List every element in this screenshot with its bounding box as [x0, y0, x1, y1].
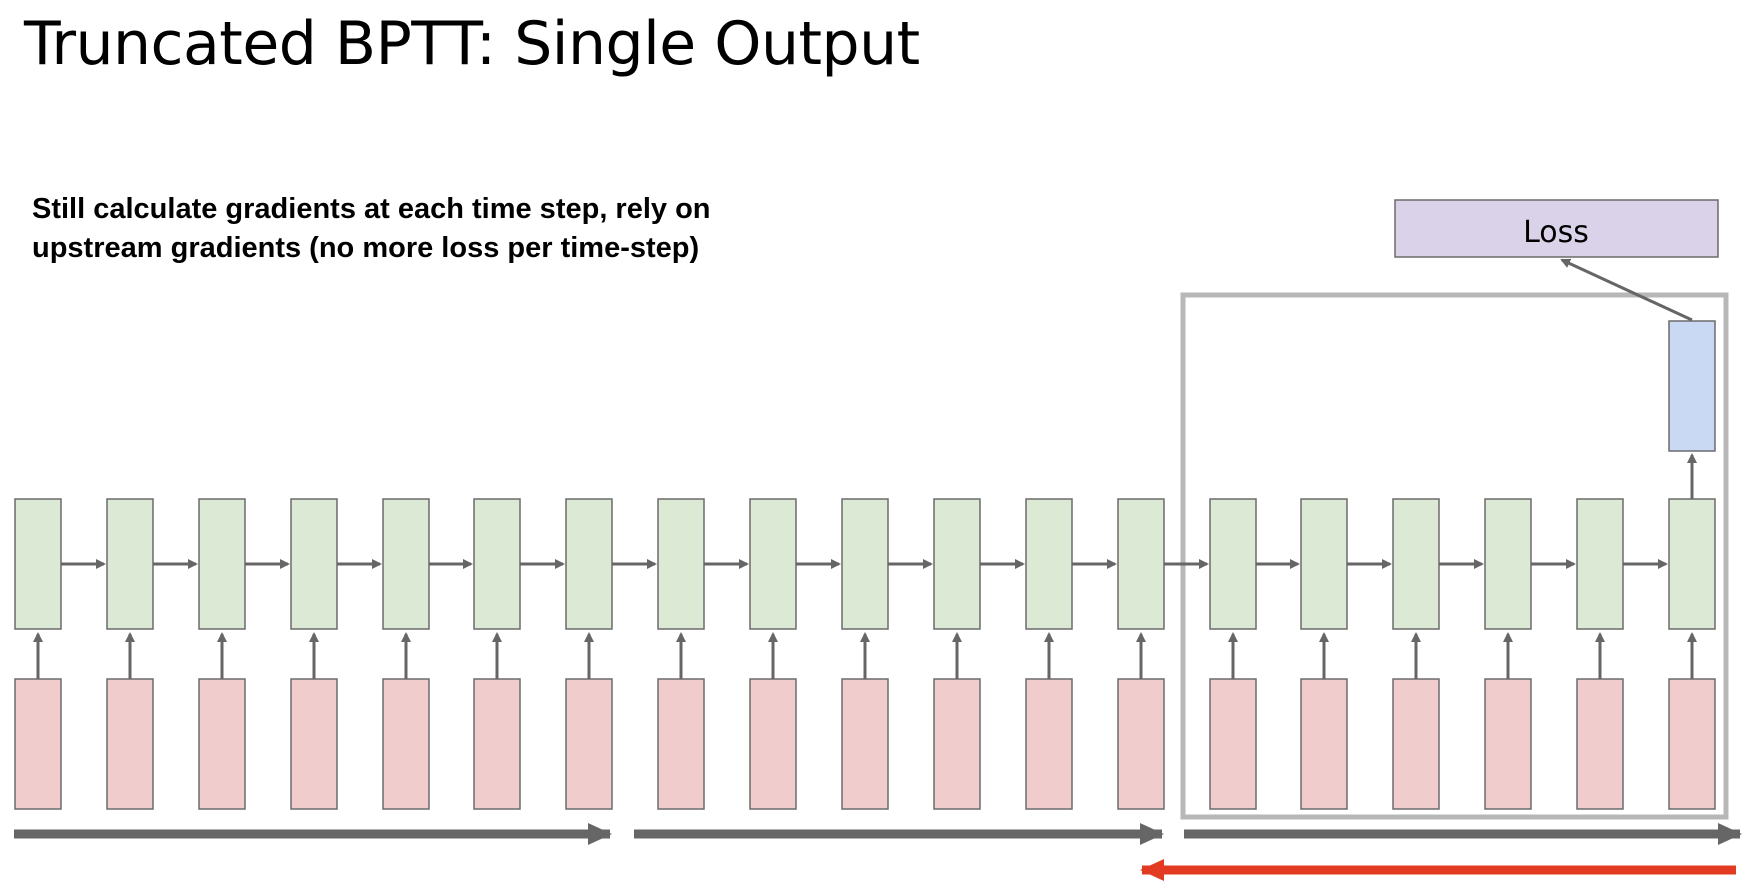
hidden-cell: [14, 498, 62, 630]
input-cell: [749, 678, 797, 810]
output-to-loss-arrow: [1560, 258, 1693, 322]
loss-box: [1394, 199, 1719, 258]
slide-subtitle: Still calculate gradients at each time s…: [32, 190, 932, 268]
truncation-window: [1180, 292, 1729, 820]
hidden-cell: [1209, 498, 1257, 630]
input-cell: [1025, 678, 1073, 810]
hidden-cell: [1117, 498, 1165, 630]
hidden-cell: [841, 498, 889, 630]
hidden-cell: [1300, 498, 1348, 630]
hidden-cell: [749, 498, 797, 630]
input-cell: [1392, 678, 1440, 810]
hidden-cell: [106, 498, 154, 630]
hidden-cell: [473, 498, 521, 630]
hidden-cell: [1576, 498, 1624, 630]
input-cell: [1209, 678, 1257, 810]
hidden-cell: [1025, 498, 1073, 630]
input-cell: [290, 678, 338, 810]
input-cell: [657, 678, 705, 810]
rnn-cells: [14, 498, 1716, 810]
input-cell: [933, 678, 981, 810]
hidden-cell: [382, 498, 430, 630]
hidden-cell: [1668, 498, 1716, 630]
hidden-cell: [565, 498, 613, 630]
input-cell: [565, 678, 613, 810]
input-cell: [1576, 678, 1624, 810]
slide-title: Truncated BPTT: Single Output: [24, 9, 920, 79]
hidden-cell: [198, 498, 246, 630]
hidden-cell: [1484, 498, 1532, 630]
input-cell: [106, 678, 154, 810]
input-cell: [382, 678, 430, 810]
input-cell: [473, 678, 521, 810]
input-cell: [1117, 678, 1165, 810]
input-arrows: [33, 632, 1697, 679]
subtitle-line-2: upstream gradients (no more loss per tim…: [32, 232, 700, 264]
hidden-cell: [657, 498, 705, 630]
input-cell: [1300, 678, 1348, 810]
hidden-cell: [933, 498, 981, 630]
input-cell: [14, 678, 62, 810]
input-cell: [1668, 678, 1716, 810]
hidden-cell: [1392, 498, 1440, 630]
input-cell: [841, 678, 889, 810]
subtitle-line-1: Still calculate gradients at each time s…: [32, 193, 711, 225]
output-cell: [1668, 320, 1716, 452]
input-cell: [1484, 678, 1532, 810]
loss-label: Loss: [1523, 215, 1589, 250]
input-cell: [198, 678, 246, 810]
hidden-cell: [290, 498, 338, 630]
